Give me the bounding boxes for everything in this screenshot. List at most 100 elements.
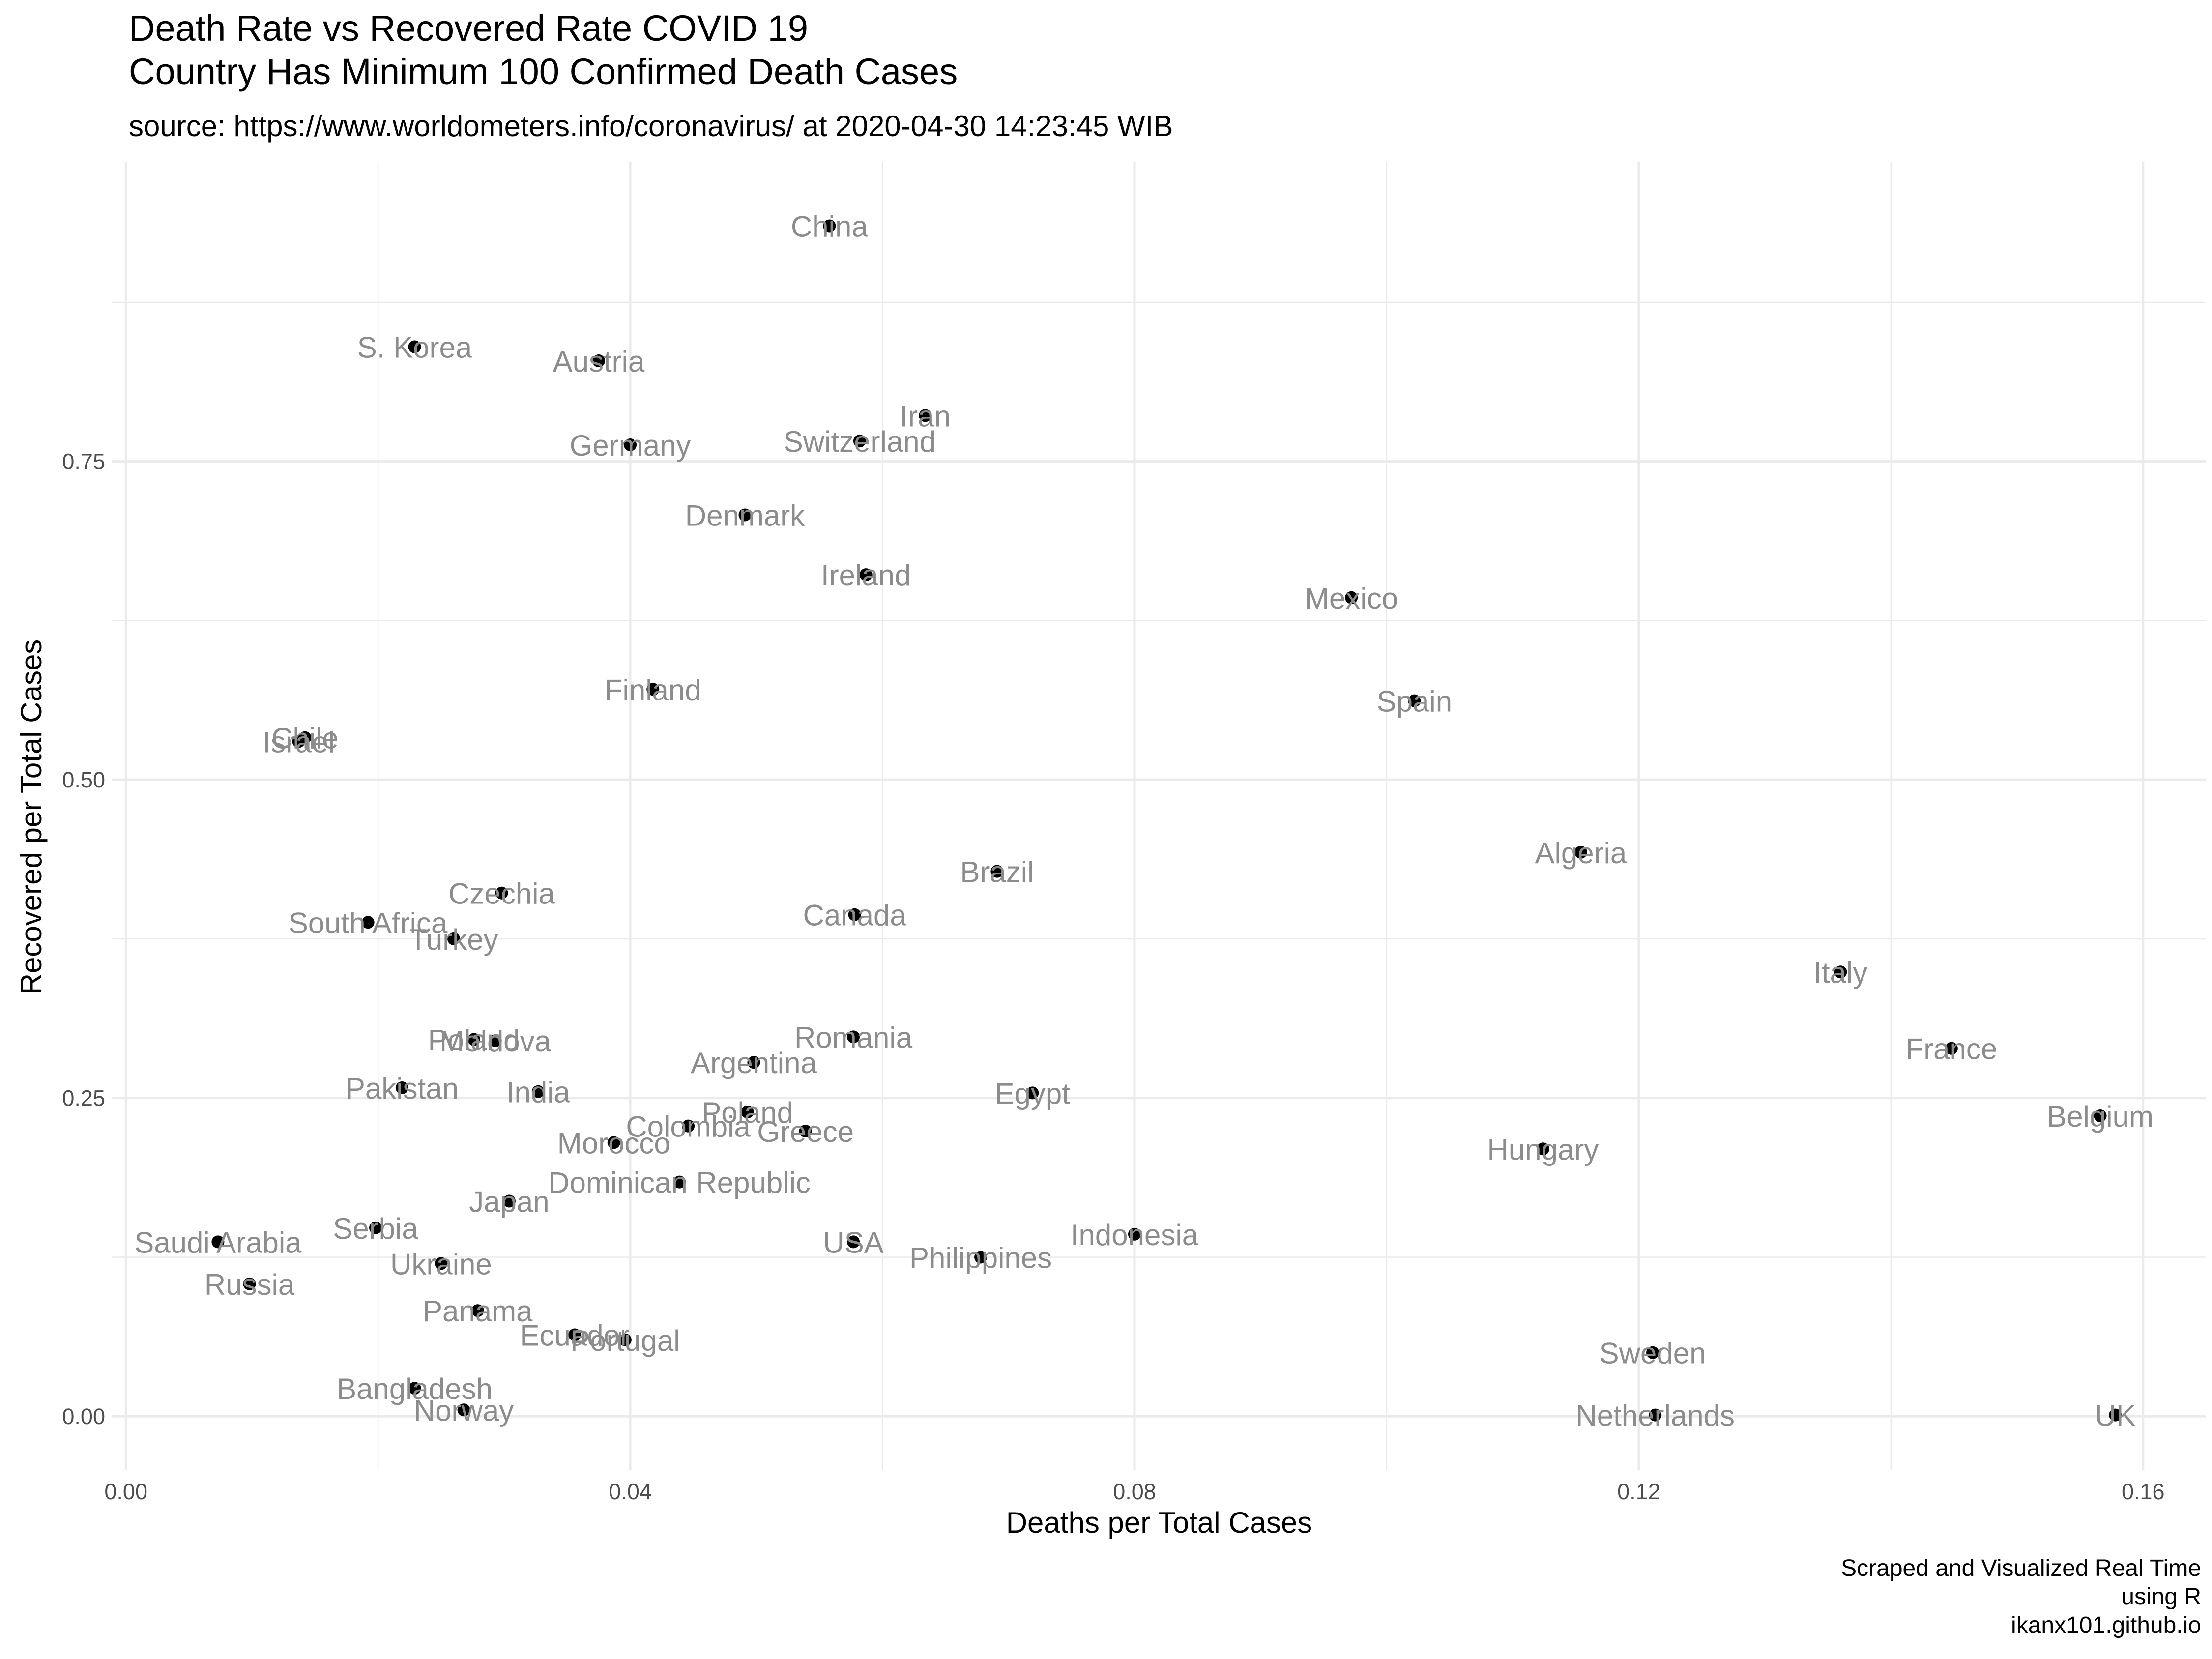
- data-point: [847, 1030, 860, 1044]
- caption-line-1: Scraped and Visualized Real Time: [1841, 1555, 2201, 1581]
- point-label: Brazil: [960, 856, 1034, 889]
- data-point: [646, 683, 660, 696]
- point-label: Japan: [469, 1185, 549, 1218]
- point-label: France: [1906, 1033, 1998, 1066]
- point-label: Turkey: [409, 923, 498, 956]
- caption-line-2: using R: [2121, 1584, 2201, 1610]
- point-label: Dominican Republic: [548, 1166, 811, 1199]
- data-points: [211, 219, 2122, 1422]
- data-point: [502, 1194, 516, 1208]
- data-point: [1026, 1086, 1039, 1100]
- point-label: Ukraine: [390, 1248, 492, 1281]
- data-point: [568, 1328, 582, 1341]
- data-point: [738, 508, 752, 522]
- point-label: USA: [823, 1226, 883, 1259]
- point-label: Serbia: [333, 1212, 418, 1245]
- x-tick-label: 0.12: [1617, 1479, 1660, 1504]
- y-tick-label: 0.50: [62, 767, 105, 792]
- point-label: Argentina: [691, 1047, 817, 1079]
- point-label: Sweden: [1600, 1337, 1706, 1370]
- data-point: [1649, 1408, 1662, 1422]
- data-point: [1646, 1346, 1659, 1359]
- point-label: Czechia: [448, 877, 555, 910]
- data-point: [624, 438, 637, 451]
- minor-gridlines: [112, 162, 2206, 1470]
- point-label: Pakistan: [346, 1072, 459, 1105]
- point-label: Ireland: [821, 559, 911, 592]
- data-point: [682, 1119, 695, 1133]
- point-label: Panama: [423, 1295, 533, 1328]
- data-point: [607, 1136, 620, 1149]
- chart-caption: Scraped and Visualized Real Time using R…: [1841, 1554, 2201, 1640]
- data-point: [859, 568, 873, 582]
- data-point: [673, 1175, 686, 1189]
- point-label: Hungary: [1487, 1133, 1599, 1166]
- data-point: [243, 1277, 256, 1290]
- data-point: [799, 1125, 812, 1138]
- data-point: [495, 886, 508, 900]
- data-point: [457, 1403, 470, 1417]
- point-label: Moldova: [439, 1025, 551, 1058]
- point-label: Poland: [428, 1024, 520, 1057]
- chart-subtitle: source: https://www.worldometers.info/co…: [129, 110, 1173, 143]
- point-label: Finland: [605, 673, 701, 706]
- point-label: Spain: [1377, 685, 1452, 718]
- data-point: [471, 1304, 484, 1317]
- point-label: Denmark: [685, 499, 805, 532]
- point-label: Algeria: [1535, 837, 1627, 870]
- data-point: [489, 1034, 502, 1048]
- data-point: [531, 1085, 545, 1098]
- y-axis-title: Recovered per Total Cases: [15, 640, 48, 995]
- point-label: Germany: [570, 429, 691, 462]
- y-tick-label: 0.25: [62, 1086, 105, 1111]
- x-axis-title: Deaths per Total Cases: [1006, 1506, 1312, 1539]
- data-point: [618, 1333, 632, 1346]
- data-point: [447, 932, 461, 945]
- data-point: [823, 219, 836, 233]
- data-point: [747, 1056, 760, 1069]
- point-label: Romania: [794, 1021, 913, 1054]
- major-gridlines: [112, 162, 2206, 1470]
- data-point: [361, 916, 375, 929]
- point-label: Israel: [262, 726, 335, 758]
- point-label: Netherlands: [1575, 1399, 1735, 1432]
- data-point: [2109, 1408, 2122, 1422]
- chart-title-line-2: Country Has Minimum 100 Confirmed Death …: [129, 51, 958, 92]
- point-label: Morocco: [557, 1127, 670, 1160]
- chart-title: Death Rate vs Recovered Rate COVID 19 Co…: [129, 7, 958, 93]
- point-label: Colombia: [626, 1110, 751, 1143]
- point-label: India: [506, 1076, 571, 1109]
- data-point: [974, 1251, 988, 1264]
- point-label: Chile: [271, 722, 339, 755]
- data-point: [467, 1033, 481, 1046]
- data-point: [848, 908, 861, 921]
- point-label: Greece: [757, 1115, 854, 1148]
- data-point: [1408, 694, 1421, 707]
- data-point: [853, 435, 866, 448]
- point-label: Austria: [553, 345, 645, 378]
- x-tick-label: 0.00: [104, 1479, 147, 1504]
- point-label: Ecuador: [520, 1319, 630, 1352]
- x-axis-ticks: 0.00 0.04 0.08 0.12 0.16: [104, 1479, 2164, 1504]
- data-point: [408, 340, 421, 353]
- data-point: [990, 865, 1004, 878]
- point-label: Italy: [1813, 956, 1867, 989]
- point-labels: China S. Korea Austria Iran Germany Switzerla…: [134, 210, 2154, 1432]
- point-label: UK: [2095, 1399, 2136, 1432]
- point-label: Poland: [701, 1096, 793, 1129]
- y-tick-label: 0.00: [62, 1404, 105, 1429]
- data-point: [847, 1235, 860, 1249]
- point-label: Bangladesh: [337, 1372, 493, 1405]
- point-label: Canada: [803, 899, 907, 932]
- data-point: [369, 1221, 382, 1234]
- x-tick-label: 0.04: [609, 1479, 652, 1504]
- data-point: [919, 409, 932, 422]
- data-point: [2094, 1109, 2107, 1122]
- x-tick-label: 0.16: [2122, 1479, 2165, 1504]
- point-label: Egypt: [995, 1077, 1071, 1110]
- point-label: S. Korea: [357, 331, 472, 364]
- point-label: Switzerland: [784, 425, 936, 458]
- data-point: [292, 735, 305, 748]
- data-point: [1536, 1142, 1549, 1156]
